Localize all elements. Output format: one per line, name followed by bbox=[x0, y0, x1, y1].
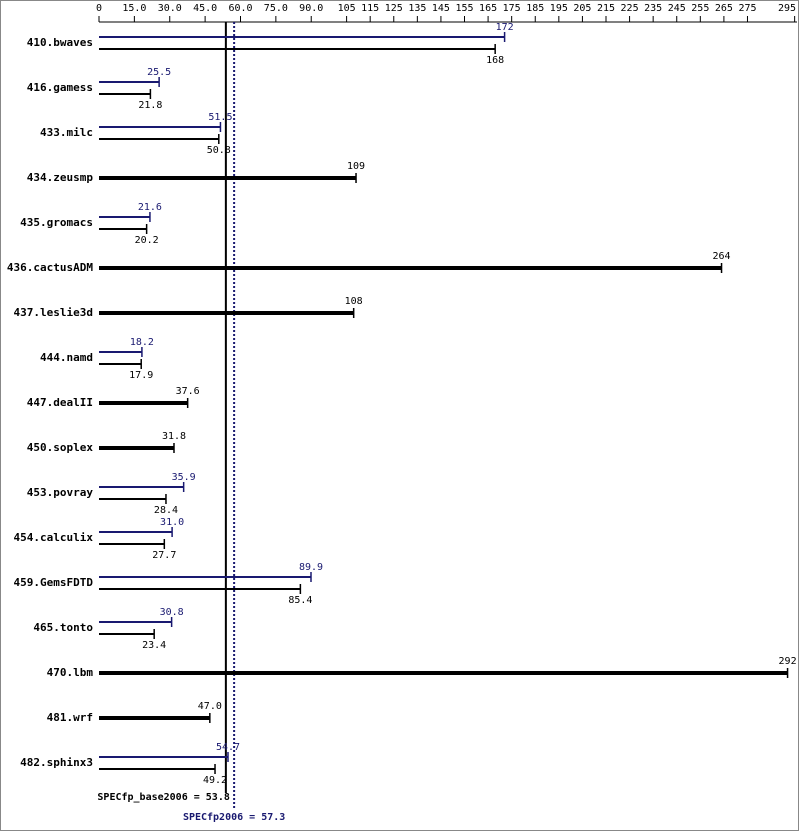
value-label: 18.2 bbox=[130, 337, 154, 348]
value-label: 17.9 bbox=[129, 370, 153, 381]
category-label: 410.bwaves bbox=[27, 36, 93, 49]
value-label: 28.4 bbox=[154, 505, 178, 516]
x-tick-label: 30.0 bbox=[158, 3, 182, 14]
x-tick-label: 245 bbox=[668, 3, 686, 14]
value-label: 30.8 bbox=[160, 607, 184, 618]
category-label: 465.tonto bbox=[33, 621, 93, 634]
value-label: 172 bbox=[496, 22, 514, 33]
x-tick-label: 175 bbox=[503, 3, 521, 14]
x-tick-label: 265 bbox=[715, 3, 733, 14]
x-tick-label: 145 bbox=[432, 3, 450, 14]
value-label: 23.4 bbox=[142, 640, 166, 651]
x-tick-label: 15.0 bbox=[122, 3, 146, 14]
x-tick-label: 155 bbox=[455, 3, 473, 14]
x-tick-label: 75.0 bbox=[264, 3, 288, 14]
value-label: 109 bbox=[347, 161, 365, 172]
x-tick-label: 255 bbox=[691, 3, 709, 14]
reference-label: SPECfp_base2006 = 53.8 bbox=[97, 792, 229, 803]
reference-label: SPECfp2006 = 57.3 bbox=[183, 812, 285, 823]
value-label: 20.2 bbox=[135, 235, 159, 246]
value-label: 264 bbox=[713, 251, 731, 262]
category-label: 434.zeusmp bbox=[27, 171, 94, 184]
value-label: 31.8 bbox=[162, 431, 186, 442]
category-label: 447.dealII bbox=[27, 396, 93, 409]
x-tick-label: 205 bbox=[573, 3, 591, 14]
x-tick-label: 125 bbox=[385, 3, 403, 14]
category-label: 450.soplex bbox=[27, 441, 94, 454]
x-tick-label: 165 bbox=[479, 3, 497, 14]
category-label: 481.wrf bbox=[47, 711, 93, 724]
category-label: 433.milc bbox=[40, 126, 93, 139]
value-label: 21.6 bbox=[138, 202, 162, 213]
value-label: 37.6 bbox=[176, 386, 200, 397]
value-label: 54.7 bbox=[216, 742, 240, 753]
value-label: 27.7 bbox=[152, 550, 176, 561]
value-label: 21.8 bbox=[138, 100, 162, 111]
category-label: 444.namd bbox=[40, 351, 93, 364]
category-label: 437.leslie3d bbox=[14, 306, 93, 319]
value-label: 25.5 bbox=[147, 67, 171, 78]
value-label: 168 bbox=[486, 55, 504, 66]
value-label: 50.8 bbox=[207, 145, 231, 156]
x-tick-label: 0 bbox=[96, 3, 102, 14]
x-tick-label: 115 bbox=[361, 3, 379, 14]
value-label: 35.9 bbox=[172, 472, 196, 483]
x-tick-label: 195 bbox=[550, 3, 568, 14]
x-tick-label: 105 bbox=[338, 3, 356, 14]
value-label: 292 bbox=[779, 656, 797, 667]
category-label: 435.gromacs bbox=[20, 216, 93, 229]
value-label: 51.5 bbox=[208, 112, 232, 123]
category-label: 416.gamess bbox=[27, 81, 93, 94]
value-label: 85.4 bbox=[288, 595, 312, 606]
x-tick-label: 135 bbox=[408, 3, 426, 14]
category-label: 470.lbm bbox=[47, 666, 94, 679]
x-tick-label: 185 bbox=[526, 3, 544, 14]
x-tick-label: 295 bbox=[778, 3, 796, 14]
x-tick-label: 60.0 bbox=[228, 3, 252, 14]
x-tick-label: 90.0 bbox=[299, 3, 323, 14]
x-tick-label: 235 bbox=[644, 3, 662, 14]
x-tick-label: 45.0 bbox=[193, 3, 217, 14]
category-label: 454.calculix bbox=[14, 531, 94, 544]
value-label: 47.0 bbox=[198, 701, 222, 712]
x-tick-label: 275 bbox=[738, 3, 756, 14]
value-label: 31.0 bbox=[160, 517, 184, 528]
value-label: 108 bbox=[345, 296, 363, 307]
value-label: 89.9 bbox=[299, 562, 323, 573]
x-tick-label: 225 bbox=[621, 3, 639, 14]
category-label: 436.cactusADM bbox=[7, 261, 93, 274]
category-label: 453.povray bbox=[27, 486, 94, 499]
category-label: 482.sphinx3 bbox=[20, 756, 93, 769]
x-tick-label: 215 bbox=[597, 3, 615, 14]
value-label: 49.2 bbox=[203, 775, 227, 786]
category-label: 459.GemsFDTD bbox=[14, 576, 94, 589]
